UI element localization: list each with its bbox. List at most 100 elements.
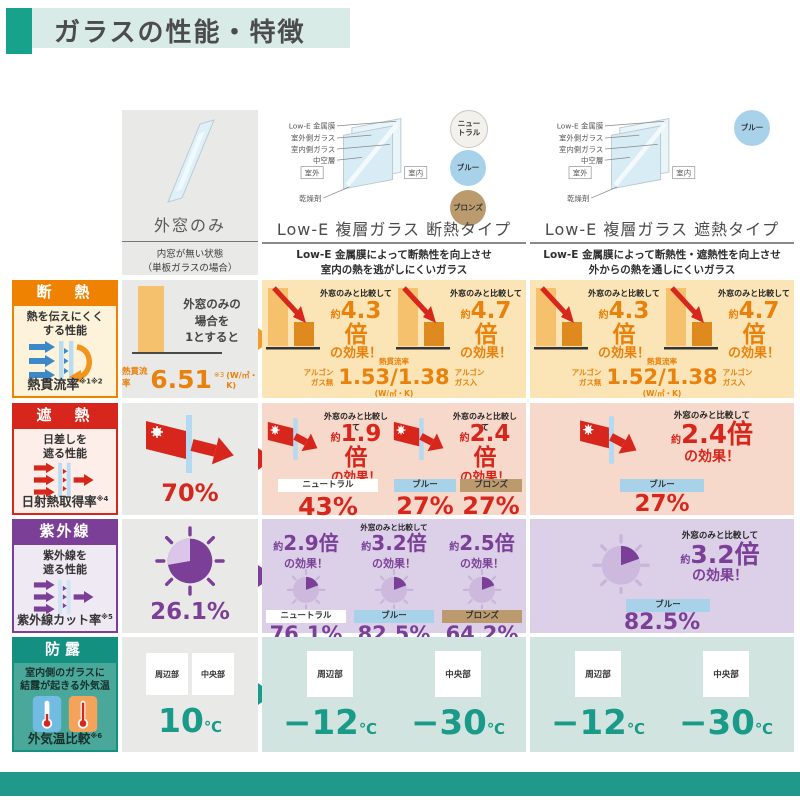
temp-reading: −12℃ [538, 703, 658, 743]
effect-value: 2.9倍 [283, 531, 339, 555]
shielding-column-subtitle: Low-E 金属膜によって断熱性・遮熱性を向上させ 外からの熱を通しにくいガラス [543, 249, 781, 277]
diagram2-label-outside: 室外 [573, 168, 588, 177]
edge-badge: 周辺部 [307, 651, 353, 697]
bar-drop-chart-icon [534, 286, 588, 350]
effect-block: 外窓のみと比較して 約1.9倍 の効果！ ニュートラル 43% [266, 409, 390, 519]
tint-badge-neutral: ニュートラル [266, 610, 346, 623]
color-chip-bronze: ブロンズ [450, 190, 486, 226]
insulation-icon [29, 341, 92, 383]
uv-shielding-cell: 外窓のみと比較して 約3.2倍 の効果！ ブルー 82.5% [530, 519, 794, 635]
temp-reading: −12℃ [270, 703, 390, 743]
shading-shielding-cell: 外窓のみと比較して 約2.4倍 の効果！ ブルー 27% [530, 403, 794, 516]
bar-drop-chart-icon [266, 286, 320, 350]
shielding-divider [530, 242, 794, 244]
effect-block: 外窓のみと比較して 約4.7倍 の効果！ [664, 284, 790, 361]
heat-shading-icon [33, 462, 94, 498]
effect-value: 2.5倍 [459, 531, 515, 555]
shgc-percent: 43% [298, 492, 358, 521]
tint-badge-blue: ブルー [626, 599, 710, 612]
sun-arrow-icon [580, 416, 637, 464]
diagram2-label-inner-glass: 室内側ガラス [559, 145, 603, 154]
diagram-label-air: 中空層 [313, 156, 335, 165]
condensation-insulation-cell: 周辺部 −12℃ 中央部 −30℃ [262, 637, 526, 752]
sidebar-shading-title: 遮 熱 [12, 403, 118, 427]
baseline-column-subtitle: 内窓が無い状態 （単板ガラスの場合） [142, 249, 238, 275]
diagram-label-metal: Low-E 金属膜 [289, 122, 336, 131]
tint-badge-blue: ブルー [394, 479, 456, 492]
effect-value: 3.2倍 [371, 531, 427, 555]
uv-pie-sun-icon [286, 569, 326, 609]
insulation-column-title: Low-E 複層ガラス 断熱タイプ [276, 220, 512, 239]
tint-badge-neutral: ニュートラル [278, 479, 378, 492]
baseline-shgc: 70% [161, 479, 219, 507]
insulation-column-subtitle: Low-E 金属膜によって断熱性を向上させ 室内の熱を逃がしにくいガラス [296, 249, 492, 277]
argon-with-label: アルゴン ガス入 [722, 368, 753, 387]
sidebar-condensation-desc: 室内側のガラスに 結露が起きる外気温 [20, 668, 110, 692]
effect-text: 外窓のみと比較して 約4.3倍 の効果！ [588, 289, 660, 362]
bar-drop-chart-icon [664, 286, 718, 350]
condensation-shielding-cell: 周辺部 −12℃ 中央部 −30℃ [530, 637, 794, 752]
sidebar-uv: 紫外線 紫外線を 遮る性能 紫外線カット率※5 [12, 519, 118, 633]
gas-u-value: 1.53/1.38 [338, 365, 450, 389]
sun-arrow-icon [393, 418, 444, 460]
center-badge: 中央部 [192, 653, 234, 695]
gas-u-values: アルゴン ガス無 熱貫流率 1.53/1.38 (W/㎡・K) アルゴン ガス入 [262, 356, 526, 399]
tint-result: ブロンズ 27% [460, 479, 522, 518]
edge-badge: 周辺部 [146, 653, 188, 695]
effect-text: 外窓のみと比較して 約2.4倍 の効果！ [670, 411, 754, 466]
effect-text: 外窓のみと比較して 約4.7倍 の効果！ [718, 289, 790, 362]
effect-text: 外窓のみと比較して 約1.9倍 の効果！ [324, 412, 388, 485]
u-value: 6.51 [150, 365, 212, 394]
gas-u-values: アルゴン ガス無 熱貫流率 1.52/1.38 (W/㎡・K) アルゴン ガス入 [530, 356, 794, 399]
sun-arrow-icon [146, 415, 234, 473]
uv-insulation-cell: 約2.9倍 の効果！ ニュートラル 76.1% 外窓のみと比較して 約3.2倍 … [262, 519, 526, 645]
diagram2-label-outer-glass: 室外側ガラス [559, 134, 603, 143]
footer-band [0, 772, 800, 796]
diagram-label-outside: 室外 [305, 168, 320, 177]
sidebar-insulation-desc: 熱を伝えにくく する性能 [26, 310, 104, 338]
temp-block: 中央部 −30℃ [398, 637, 518, 752]
uv-percent: 82.5% [623, 610, 701, 635]
condensation-baseline-cell: 周辺部 中央部 10℃ [122, 637, 258, 752]
sidebar-condensation-metric: 外気温比較※6 [27, 731, 103, 746]
sidebar-uv-metric: 紫外線カット率※5 [17, 613, 113, 627]
temp-block: 中央部 −30℃ [666, 637, 786, 752]
uv-block-icon [33, 579, 94, 615]
argon-without-label: アルゴン ガス無 [571, 368, 602, 387]
edge-badge: 周辺部 [575, 651, 621, 697]
baseline-column-head: 外窓のみ 内窓が無い状態 （単板ガラスの場合） [122, 110, 258, 275]
tint-badge-bronze: ブロンズ [460, 479, 522, 492]
effect-value: 1.9倍 [340, 421, 382, 472]
insulation-divider [262, 242, 526, 244]
baseline-column-title: 外窓のみ [153, 216, 226, 235]
baseline-divider [122, 241, 258, 242]
temp-block: 周辺部 −12℃ [538, 637, 658, 752]
sidebar-shading-desc: 日差しを 遮る性能 [43, 433, 87, 461]
effect-text: 外窓のみと比較して 約4.7倍 の効果！ [450, 289, 522, 362]
single-glass-pane-icon [167, 119, 215, 203]
tint-badge-blue: ブルー [620, 479, 704, 492]
insulation-shielding-cell: 外窓のみと比較して 約4.3倍 の効果！ 外窓のみと比較して 約4.7倍 の効果… [530, 280, 794, 398]
sun-arrow-icon [267, 418, 318, 460]
color-chip-blue-2: ブルー [734, 110, 770, 146]
effect-block: 外窓のみと比較して 約4.3倍 の効果！ [534, 284, 660, 361]
baseline-temp: 10℃ [122, 701, 258, 740]
baseline-uv-cut: 26.1% [150, 599, 230, 625]
sidebar-condensation-title: 防露 [12, 637, 118, 661]
baseline-u-value: 熱貫流率 6.51 ※3 (W/㎡・K) [122, 365, 258, 392]
temp-block: 周辺部 −12℃ [270, 637, 390, 752]
effect-block: 約2.5倍 の効果！ ブロンズ 64.2% [440, 523, 524, 645]
temp-value: 10 [157, 701, 204, 740]
lowe-glass-diagram: Low-E 金属膜 室外側ガラス 室内側ガラス 中空層 乾燥剤 室外 室内 [289, 117, 428, 203]
shading-insulation-cell: 外窓のみと比較して 約1.9倍 の効果！ ニュートラル 43% 外窓のみと比較し… [262, 403, 526, 519]
shgc-percent: 27% [462, 492, 520, 520]
temp-unit: ℃ [203, 718, 223, 736]
sidebar-uv-title: 紫外線 [12, 519, 118, 543]
effect-text: 外窓のみと比較して 約3.2倍 の効果！ [680, 531, 760, 585]
insulation-insulation-cell: 外窓のみと比較して 約4.3倍 の効果！ 外窓のみと比較して 約4.7倍 の効果… [262, 280, 526, 398]
effect-block: 外窓のみと比較して 約4.7倍 の効果！ [396, 284, 522, 361]
temp-unit: ℃ [486, 720, 505, 738]
gas-u-value: 1.52/1.38 [606, 365, 718, 389]
effect-block: 外窓のみと比較して 約3.2倍 の効果！ ブルー 82.5% [352, 523, 436, 645]
